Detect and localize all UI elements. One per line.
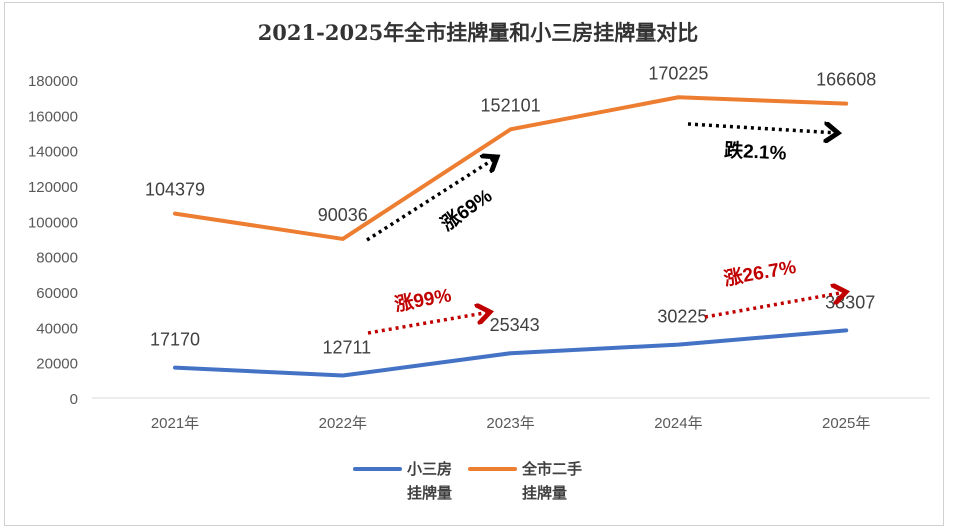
x-tick-label: 2023年 <box>486 415 534 432</box>
chart-title: 2021-2025年全市挂牌量和小三房挂牌量对比 <box>258 20 699 45</box>
x-tick-label: 2021年 <box>151 415 199 432</box>
y-tick-label: 60000 <box>36 285 78 302</box>
legend-label: 挂牌量 <box>407 484 452 502</box>
trend-arrow <box>366 157 497 242</box>
data-label: 104379 <box>145 180 205 200</box>
y-tick-label: 0 <box>70 391 78 408</box>
y-tick-label: 40000 <box>36 320 78 337</box>
x-tick-label: 2024年 <box>654 415 702 432</box>
data-label: 12711 <box>322 338 371 358</box>
annotation-label: 涨99% <box>393 284 453 316</box>
y-tick-label: 80000 <box>36 250 78 267</box>
annotation-label: 涨69% <box>437 185 496 236</box>
trend-arrow <box>704 292 846 319</box>
legend-label: 挂牌量 <box>522 484 567 502</box>
y-tick-label: 100000 <box>28 214 78 231</box>
x-tick-label: 2025年 <box>822 415 870 432</box>
legend-label: 全市二手 <box>521 460 582 478</box>
y-tick-label: 160000 <box>28 108 78 125</box>
annotation-label: 跌2.1% <box>724 138 788 164</box>
data-label: 25343 <box>490 315 540 335</box>
series-line-small-three-room <box>173 328 849 378</box>
y-tick-label: 140000 <box>28 144 78 161</box>
data-label: 152101 <box>481 95 541 115</box>
data-label: 38307 <box>825 292 875 312</box>
series-line-city-total <box>173 95 849 241</box>
data-label: 90036 <box>318 205 368 225</box>
data-label: 17170 <box>150 330 200 350</box>
data-label: 30225 <box>657 307 707 327</box>
trend-arrow <box>367 312 490 335</box>
trend-arrow <box>687 124 838 133</box>
chart-frame <box>4 2 944 526</box>
data-label: 170225 <box>648 63 708 83</box>
data-label: 166608 <box>816 70 876 90</box>
y-tick-label: 20000 <box>36 356 78 373</box>
y-tick-label: 180000 <box>28 73 78 90</box>
legend-label: 小三房 <box>407 460 452 478</box>
y-tick-label: 120000 <box>28 179 78 196</box>
annotation-label: 涨26.7% <box>722 256 798 290</box>
x-tick-label: 2022年 <box>319 415 367 432</box>
